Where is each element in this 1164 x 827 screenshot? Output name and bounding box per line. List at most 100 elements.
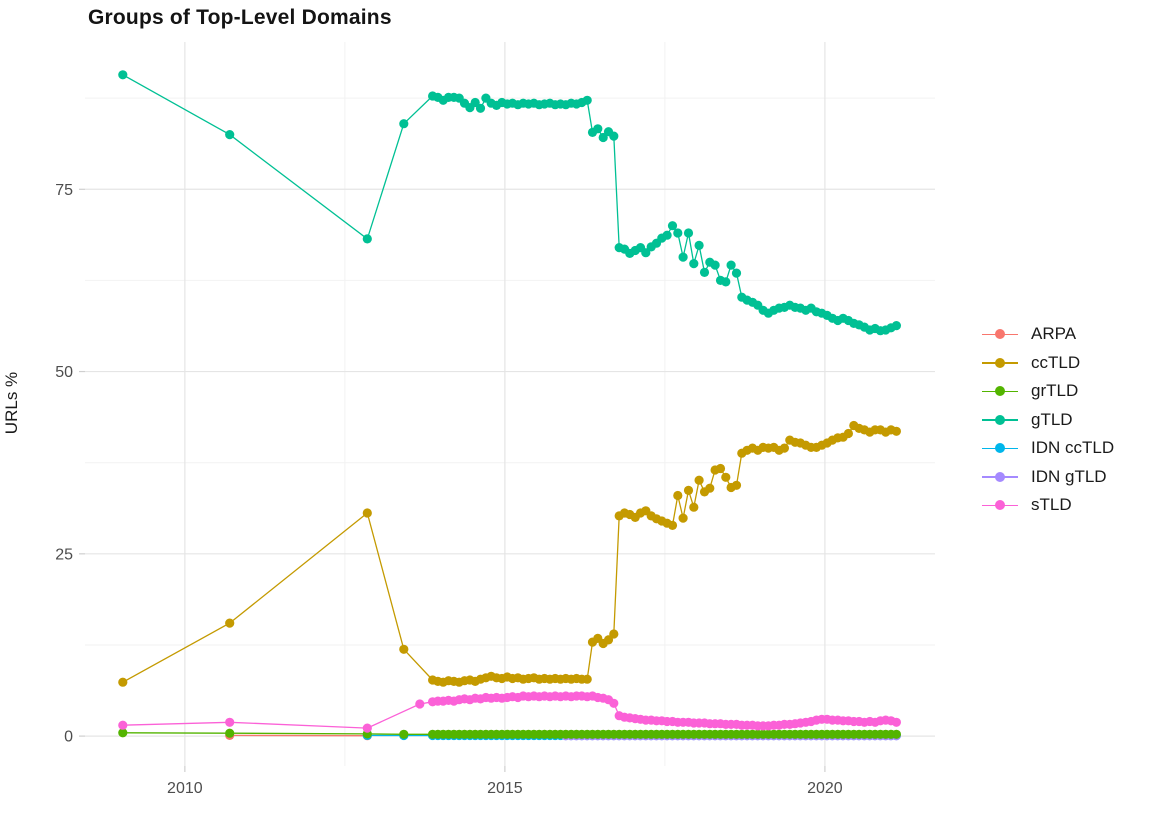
- data-point: [582, 95, 592, 105]
- legend-item-cctld: ccTLD: [982, 349, 1114, 378]
- data-point: [843, 428, 854, 439]
- series-arpa: [225, 730, 372, 741]
- data-point: [705, 483, 715, 493]
- legend-item-idn-gtld: IDN gTLD: [982, 463, 1114, 492]
- legend-item-idn-cctld: IDN ccTLD: [982, 434, 1114, 463]
- legend-key-icon: [982, 439, 1018, 457]
- data-point: [598, 132, 608, 143]
- x-tick-label: 2015: [487, 780, 523, 797]
- data-point: [399, 729, 409, 739]
- data-point: [689, 502, 699, 512]
- data-point: [118, 677, 128, 687]
- data-point: [678, 252, 688, 262]
- data-point: [593, 124, 603, 134]
- data-point: [683, 485, 694, 495]
- chart-title: Groups of Top-Level Domains: [88, 6, 392, 29]
- data-point: [726, 260, 736, 270]
- data-point: [731, 268, 742, 278]
- legend-label: gTLD: [1031, 409, 1073, 429]
- data-point: [667, 221, 678, 231]
- x-tick-label: 2020: [807, 780, 843, 797]
- data-point: [721, 277, 731, 287]
- data-point: [891, 426, 902, 436]
- data-point: [699, 267, 710, 277]
- series-line: [122, 74, 897, 332]
- data-point: [662, 230, 672, 240]
- y-tick-label: 25: [55, 546, 73, 563]
- legend-key-icon: [982, 496, 1018, 514]
- legend-key-dot: [995, 500, 1005, 511]
- data-point: [683, 228, 694, 238]
- data-point: [641, 248, 651, 258]
- legend-key-icon: [982, 354, 1018, 372]
- data-point: [399, 119, 409, 129]
- data-point: [470, 97, 480, 108]
- legend-key-dot: [995, 471, 1005, 482]
- data-point: [694, 475, 704, 485]
- data-point: [415, 699, 425, 709]
- legend-key-icon: [982, 325, 1018, 343]
- data-point: [667, 520, 678, 531]
- data-point: [609, 629, 619, 639]
- data-point: [673, 490, 683, 501]
- data-point: [225, 717, 235, 727]
- legend-key-dot: [995, 357, 1005, 368]
- legend-key-icon: [982, 382, 1018, 400]
- data-point: [362, 723, 372, 733]
- data-point: [118, 70, 128, 80]
- data-point: [673, 228, 683, 238]
- legend-item-arpa: ARPA: [982, 320, 1114, 349]
- legend: ARPA ccTLD grTLD gTLD IDN ccTLD IDN gTLD sTLD: [982, 320, 1114, 520]
- legend-item-gtld: gTLD: [982, 406, 1114, 435]
- legend-key-icon: [982, 411, 1018, 429]
- data-point: [710, 260, 720, 270]
- legend-label: IDN gTLD: [1031, 466, 1107, 486]
- data-point: [731, 480, 742, 490]
- data-point: [678, 513, 688, 523]
- data-point: [399, 644, 409, 654]
- legend-label: IDN ccTLD: [1031, 438, 1115, 458]
- legend-key-dot: [995, 329, 1005, 340]
- data-point: [475, 103, 486, 113]
- y-tick-label: 75: [55, 182, 73, 199]
- legend-item-stld: sTLD: [982, 491, 1114, 520]
- legend-key-dot: [995, 414, 1005, 425]
- data-point: [118, 720, 128, 730]
- series-cctld: [118, 420, 902, 687]
- legend-label: sTLD: [1031, 495, 1072, 515]
- x-tick-label: 2010: [167, 780, 203, 797]
- legend-label: ccTLD: [1031, 352, 1081, 372]
- legend-key-icon: [982, 468, 1018, 486]
- data-point: [362, 234, 372, 244]
- data-point: [609, 131, 619, 141]
- data-point: [694, 240, 704, 250]
- series-stld: [118, 691, 902, 733]
- data-point: [715, 463, 726, 474]
- gridlines: [85, 42, 935, 766]
- axis-ticks: 0 25 50 75 2010 2015 2020: [55, 182, 843, 797]
- data-point: [721, 472, 731, 482]
- legend-label: ARPA: [1031, 324, 1077, 344]
- data-point: [609, 698, 619, 708]
- y-tick-label: 0: [64, 729, 73, 746]
- data-point: [225, 618, 235, 628]
- legend-label: grTLD: [1031, 381, 1079, 401]
- legend-item-grtld: grTLD: [982, 377, 1114, 406]
- data-point: [118, 728, 128, 738]
- data-point: [891, 729, 902, 739]
- data-point: [225, 130, 235, 140]
- data-point: [225, 728, 235, 738]
- data-point: [689, 259, 699, 269]
- data-point: [603, 635, 614, 645]
- data-point: [891, 321, 902, 331]
- legend-key-dot: [995, 443, 1005, 454]
- data-point: [362, 508, 372, 518]
- y-tick-label: 50: [55, 364, 73, 381]
- data-point: [779, 443, 790, 453]
- legend-key-dot: [995, 386, 1005, 397]
- data-point: [582, 674, 592, 684]
- series-gtld: [118, 70, 902, 336]
- series-grtld: [118, 728, 902, 739]
